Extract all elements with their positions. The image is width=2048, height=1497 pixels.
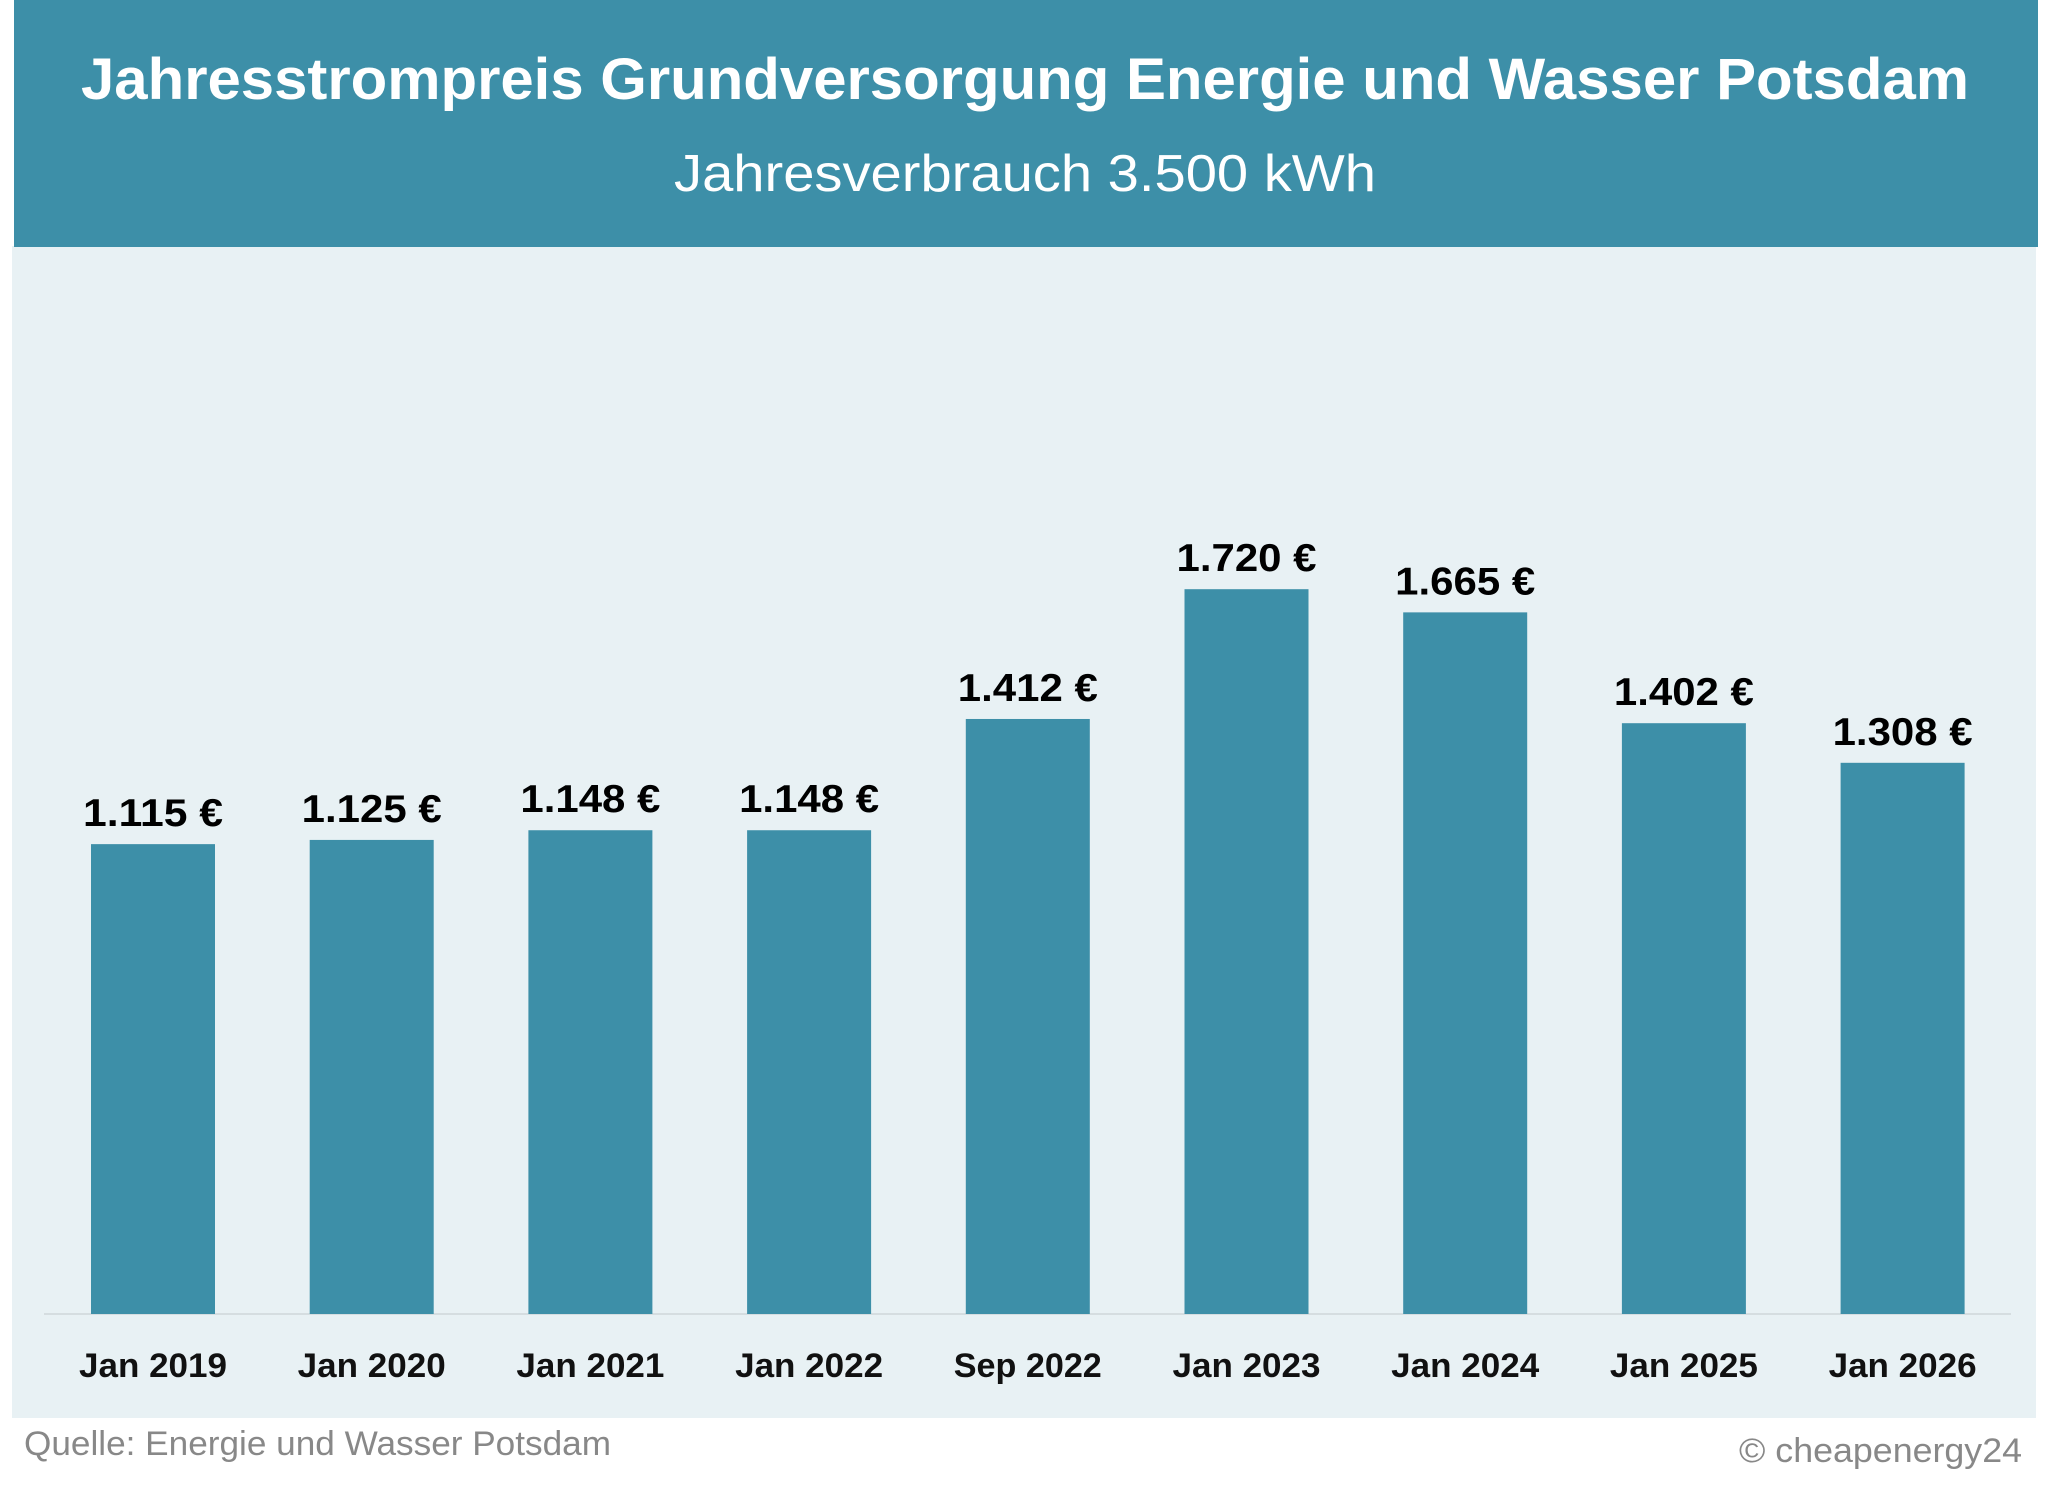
bar-0 [91, 844, 215, 1314]
data-label-1: 1.125 € [302, 788, 442, 831]
source-note: Quelle: Energie und Wasser Potsdam [24, 1425, 611, 1463]
data-label-8: 1.308 € [1833, 711, 1973, 754]
data-label-7: 1.402 € [1614, 671, 1754, 714]
x-tick-label-1: Jan 2020 [298, 1347, 446, 1385]
data-label-2: 1.148 € [520, 778, 660, 821]
header-banner [14, 0, 2038, 247]
bar-6 [1403, 612, 1528, 1314]
bar-8 [1840, 762, 1965, 1314]
chart-title: Jahresstrompreis Grundversorgung Energie… [81, 47, 1969, 112]
x-tick-label-5: Jan 2023 [1173, 1347, 1321, 1385]
data-label-5: 1.720 € [1177, 537, 1317, 580]
bar-3 [747, 830, 872, 1314]
copyright-note: © cheapenergy24 [1739, 1432, 2022, 1470]
data-label-4: 1.412 € [958, 667, 1098, 710]
chart-subtitle: Jahresverbrauch 3.500 kWh [674, 145, 1376, 203]
bar-1 [309, 839, 434, 1314]
x-tick-label-2: Jan 2021 [516, 1347, 664, 1385]
data-label-0: 1.115 € [83, 792, 223, 835]
x-tick-label-8: Jan 2026 [1829, 1347, 1977, 1385]
bar-2 [528, 830, 653, 1314]
bar-7 [1621, 723, 1746, 1314]
x-tick-label-3: Jan 2022 [735, 1347, 883, 1385]
data-label-6: 1.665 € [1395, 560, 1535, 603]
x-tick-label-6: Jan 2024 [1391, 1347, 1539, 1385]
x-tick-label-7: Jan 2025 [1610, 1347, 1758, 1385]
bar-5 [1184, 589, 1309, 1314]
data-label-3: 1.148 € [739, 778, 879, 821]
bar-4 [965, 718, 1090, 1314]
x-tick-label-0: Jan 2019 [79, 1347, 227, 1385]
x-tick-label-4: Sep 2022 [954, 1347, 1102, 1385]
